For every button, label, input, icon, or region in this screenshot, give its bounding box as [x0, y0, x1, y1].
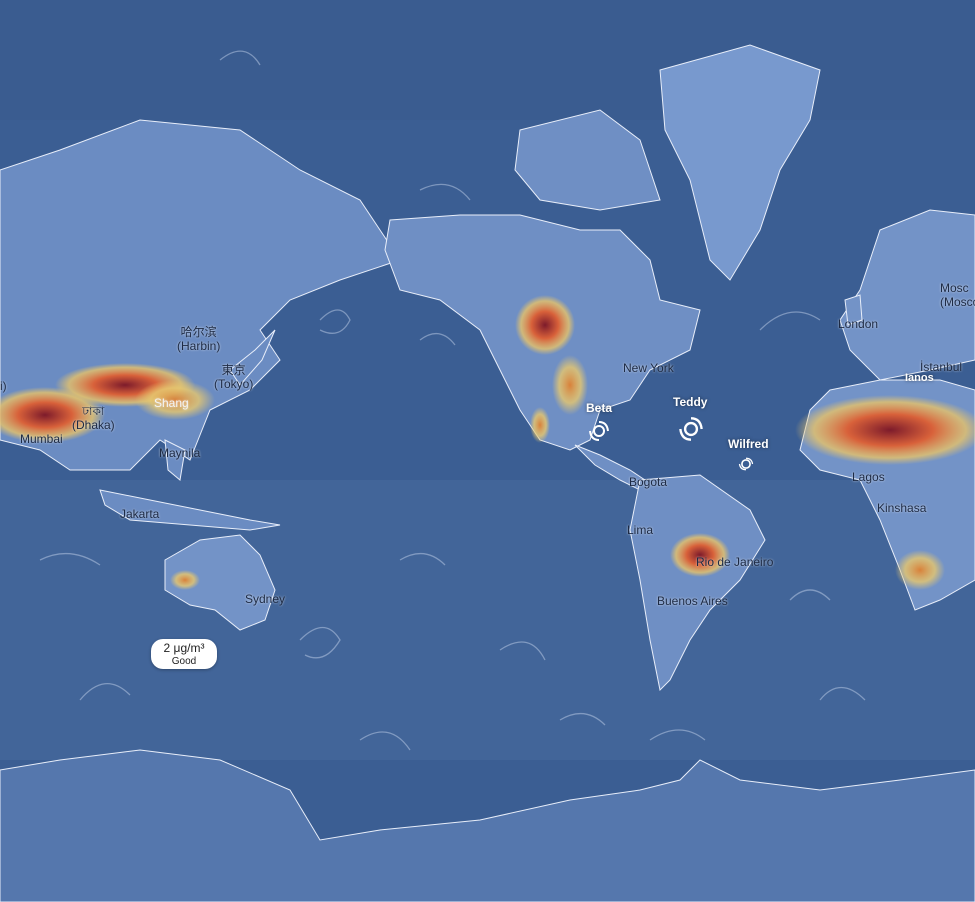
wind-streaks — [39, 50, 866, 751]
city-lagos[interactable]: Lagos — [852, 470, 885, 484]
city-moscow-label: (Mosco — [940, 295, 975, 309]
land-indonesia — [99, 489, 281, 531]
city-jakarta-label: Jakarta — [120, 507, 160, 521]
city-kinshasa[interactable]: Kinshasa — [877, 501, 926, 515]
pollution-brazil — [670, 533, 730, 577]
city-kinshasa-label: Kinshasa — [877, 501, 927, 515]
pollution-us-west — [515, 295, 575, 355]
city-tokyo-label: (Tokyo) — [214, 377, 254, 391]
pollution-east-china — [135, 380, 215, 420]
city-rio[interactable]: Rio de Janeiro — [696, 555, 773, 569]
city-new-york[interactable]: New York — [623, 361, 674, 375]
city-sydney[interactable]: Sydney — [245, 592, 285, 606]
pollution-us-west-2 — [552, 355, 588, 415]
city-buenos-aires-label: Buenos Aires — [657, 594, 728, 608]
city-bogota-label: Bogota — [629, 475, 668, 489]
pm25-value: 2 μg/m³ — [163, 641, 205, 655]
storm-teddy-label[interactable]: Teddy — [673, 395, 708, 409]
city-buenos-aires[interactable]: Buenos Aires — [657, 594, 728, 608]
city-mumbai[interactable]: Mumbai — [20, 432, 63, 446]
city-lagos-label: Lagos — [852, 470, 885, 484]
city-lima[interactable]: Lima — [627, 523, 653, 537]
city-mumbai-label: Mumbai — [20, 432, 63, 446]
city-istanbul[interactable]: İstanbul — [920, 360, 962, 374]
city-moscow-native: Mosc — [940, 281, 969, 295]
pollution-southern-africa — [895, 550, 945, 590]
land-greenland — [659, 44, 821, 281]
city-harbin-label: (Harbin) — [177, 339, 221, 353]
city-harbin[interactable]: 哈尔滨 (Harbin) — [177, 325, 220, 353]
city-moscow[interactable]: Mosc (Mosco — [940, 281, 975, 309]
city-shanghai-label: Shang — [154, 396, 189, 410]
land-south-america — [629, 474, 766, 692]
air-quality-label: Good — [171, 656, 197, 667]
city-london-label: London — [838, 317, 879, 331]
storm-wilfred-label[interactable]: Wilfred — [728, 437, 769, 451]
city-lima-label: Lima — [627, 523, 654, 537]
hurricane-icon[interactable] — [678, 416, 704, 442]
city-istanbul-label: İstanbul — [920, 360, 963, 374]
city-dhaka-label: (Dhaka) — [72, 418, 115, 432]
land-antarctica — [0, 749, 975, 902]
city-manila[interactable]: Maynila — [159, 446, 200, 460]
land-uk — [844, 294, 863, 326]
storm-ianos-label[interactable]: Ianos — [905, 372, 934, 384]
city-dhaka[interactable]: ঢাকা (Dhaka) — [72, 404, 115, 432]
land-arctic-islands — [514, 109, 661, 211]
pollution-mexico — [530, 407, 550, 443]
city-tokyo-native: 東京 — [221, 363, 246, 377]
city-edge-left[interactable]: i) — [0, 379, 7, 393]
pollution-sahara — [795, 395, 975, 465]
city-dhaka-native: ঢাকা — [82, 404, 105, 418]
city-harbin-native: 哈尔滨 — [180, 325, 217, 339]
city-rio-label: Rio de Janeiro — [696, 555, 774, 569]
land-philippines — [164, 439, 186, 481]
pm25-readout-bubble: 2 μg/m³ Good — [151, 639, 217, 669]
city-tokyo[interactable]: 東京 (Tokyo) — [214, 363, 253, 391]
city-jakarta[interactable]: Jakarta — [120, 507, 159, 521]
city-new-york-label: New York — [623, 361, 674, 375]
hurricane-icon[interactable] — [588, 420, 610, 442]
tropical-storm-icon[interactable] — [737, 455, 755, 473]
land-japan — [229, 329, 276, 386]
city-sydney-label: Sydney — [245, 592, 286, 606]
city-edge-left-label: i) — [0, 379, 7, 393]
city-manila-label: Maynila — [159, 446, 201, 460]
pollution-australia — [170, 570, 200, 590]
land-australia — [164, 534, 276, 631]
city-shanghai[interactable]: Shang — [154, 396, 189, 410]
city-london[interactable]: London — [838, 317, 878, 331]
city-bogota[interactable]: Bogota — [629, 475, 667, 489]
storm-beta-label[interactable]: Beta — [586, 401, 613, 415]
